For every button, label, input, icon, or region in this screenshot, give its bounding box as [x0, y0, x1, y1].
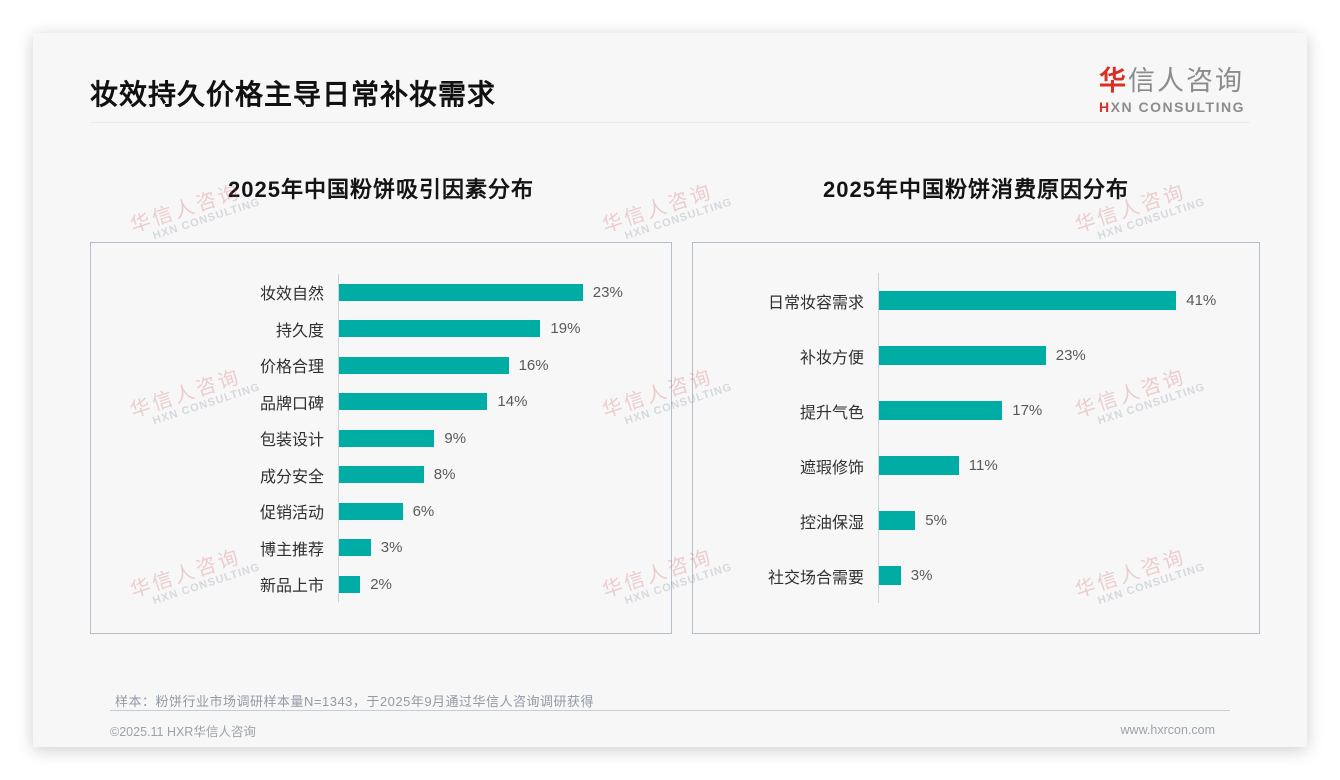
data-bar: [879, 566, 901, 585]
bar-track: 19%: [338, 310, 671, 347]
value-label: 11%: [968, 457, 998, 474]
category-label: 新品上市: [259, 578, 324, 595]
value-label: 14%: [497, 393, 528, 410]
bar-track: 14%: [338, 383, 671, 420]
category-label: 成分安全: [259, 468, 324, 486]
footer-website: www.hxrcon.com: [1120, 723, 1215, 737]
company-logo: 华信人咨询 HXN CONSULTING: [1099, 59, 1245, 115]
value-label: 16%: [518, 356, 549, 374]
data-bar: [339, 429, 435, 447]
data-bar: [339, 283, 583, 301]
data-bar: [339, 320, 541, 337]
value-label: 9%: [444, 429, 467, 447]
category-label: 妆效自然: [259, 286, 324, 303]
bar-row: 补妆方便 23%: [693, 328, 1259, 383]
left-chart-title: 2025年中国粉饼吸引因素分布: [228, 177, 534, 202]
bar-track: 3%: [878, 548, 1259, 603]
sample-footnote: 样本：粉饼行业市场调研样本量N=1343，于2025年9月通过华信人咨询调研获得: [115, 694, 595, 709]
bar-track: 6%: [338, 492, 671, 530]
bar-row: 日常妆容需求 41%: [693, 273, 1259, 328]
value-label: 3%: [380, 539, 403, 556]
category-label: 品牌口碑: [259, 395, 324, 413]
footer-copyright: ©2025.11 HXR华信人咨询: [110, 725, 256, 739]
page-title: 妆效持久价格主导日常补妆需求: [90, 79, 497, 110]
value-label: 23%: [1055, 347, 1086, 364]
logo-chinese-text: 华信人咨询: [1099, 66, 1245, 96]
category-label: 社交场合需要: [767, 569, 864, 587]
category-label: 日常妆容需求: [767, 294, 864, 312]
left-chart-panel: 妆效自然 23% 持久度 19% 价格合理 16% 品牌口碑 14% 包装设计 9% 成分安全 8% 促…: [90, 242, 672, 634]
bar-track: 23%: [878, 328, 1259, 383]
data-bar: [879, 291, 1177, 310]
bar-row: 价格合理 16%: [91, 346, 671, 384]
bar-track: 2%: [338, 565, 671, 603]
value-label: 5%: [925, 512, 947, 529]
data-bar: [879, 401, 1003, 420]
bar-row: 促销活动 6%: [91, 492, 671, 530]
header-divider: [90, 122, 1250, 123]
value-label: 2%: [370, 575, 392, 593]
bar-row: 博主推荐 3%: [91, 529, 671, 566]
logo-english-text: HXN CONSULTING: [1099, 99, 1245, 115]
category-label: 持久度: [275, 322, 324, 340]
value-label: 23%: [592, 283, 623, 301]
value-label: 3%: [910, 567, 933, 584]
bar-row: 社交场合需要 3%: [693, 548, 1259, 603]
bar-track: 8%: [338, 456, 671, 493]
bar-track: 16%: [338, 346, 671, 384]
bar-row: 持久度 19%: [91, 310, 671, 347]
bar-row: 控油保湿 5%: [693, 493, 1259, 548]
bar-track: 23%: [338, 273, 671, 311]
bar-row: 提升气色 17%: [693, 383, 1259, 438]
data-bar: [879, 346, 1046, 365]
category-label: 遮瑕修饰: [799, 459, 864, 477]
left-chart-body: 妆效自然 23% 持久度 19% 价格合理 16% 品牌口碑 14% 包装设计 9% 成分安全 8% 促…: [91, 243, 671, 633]
data-bar: [879, 511, 916, 530]
value-label: 17%: [1012, 402, 1043, 419]
bar-track: 11%: [878, 438, 1259, 493]
category-label: 促销活动: [259, 505, 324, 522]
bar-track: 5%: [878, 493, 1259, 548]
data-bar: [339, 575, 361, 593]
bar-row: 品牌口碑 14%: [91, 383, 671, 420]
footer-divider: [110, 710, 1230, 711]
category-label: 控油保湿: [799, 514, 864, 532]
category-label: 补妆方便: [799, 349, 864, 367]
value-label: 8%: [433, 466, 456, 483]
right-chart-title: 2025年中国粉饼消费原因分布: [823, 177, 1129, 202]
value-label: 19%: [550, 320, 581, 337]
bar-row: 成分安全 8%: [91, 456, 671, 493]
category-label: 博主推荐: [259, 541, 324, 559]
bar-row: 遮瑕修饰 11%: [693, 438, 1259, 493]
right-chart-body: 日常妆容需求 41% 补妆方便 23% 提升气色 17% 遮瑕修饰 11% 控油保湿 5% 社交场合…: [693, 243, 1259, 633]
right-chart-panel: 日常妆容需求 41% 补妆方便 23% 提升气色 17% 遮瑕修饰 11% 控油保湿 5% 社交场合…: [692, 242, 1260, 634]
bar-track: 17%: [878, 383, 1259, 438]
data-bar: [339, 539, 371, 556]
bar-row: 包装设计 9%: [91, 419, 671, 457]
data-bar: [339, 356, 509, 374]
bar-row: 妆效自然 23%: [91, 273, 671, 311]
value-label: 6%: [412, 502, 435, 520]
data-bar: [879, 456, 959, 475]
data-bar: [339, 393, 488, 410]
bar-track: 3%: [338, 529, 671, 566]
bar-track: 9%: [338, 419, 671, 457]
category-label: 包装设计: [259, 432, 324, 449]
category-label: 提升气色: [799, 404, 864, 422]
category-label: 价格合理: [259, 359, 324, 376]
data-bar: [339, 502, 403, 520]
bar-row: 新品上市 2%: [91, 565, 671, 603]
value-label: 41%: [1186, 292, 1217, 309]
slide-card: 妆效持久价格主导日常补妆需求 华信人咨询 HXN CONSULTING 2025…: [33, 33, 1307, 747]
data-bar: [339, 466, 424, 483]
bar-track: 41%: [878, 273, 1259, 328]
